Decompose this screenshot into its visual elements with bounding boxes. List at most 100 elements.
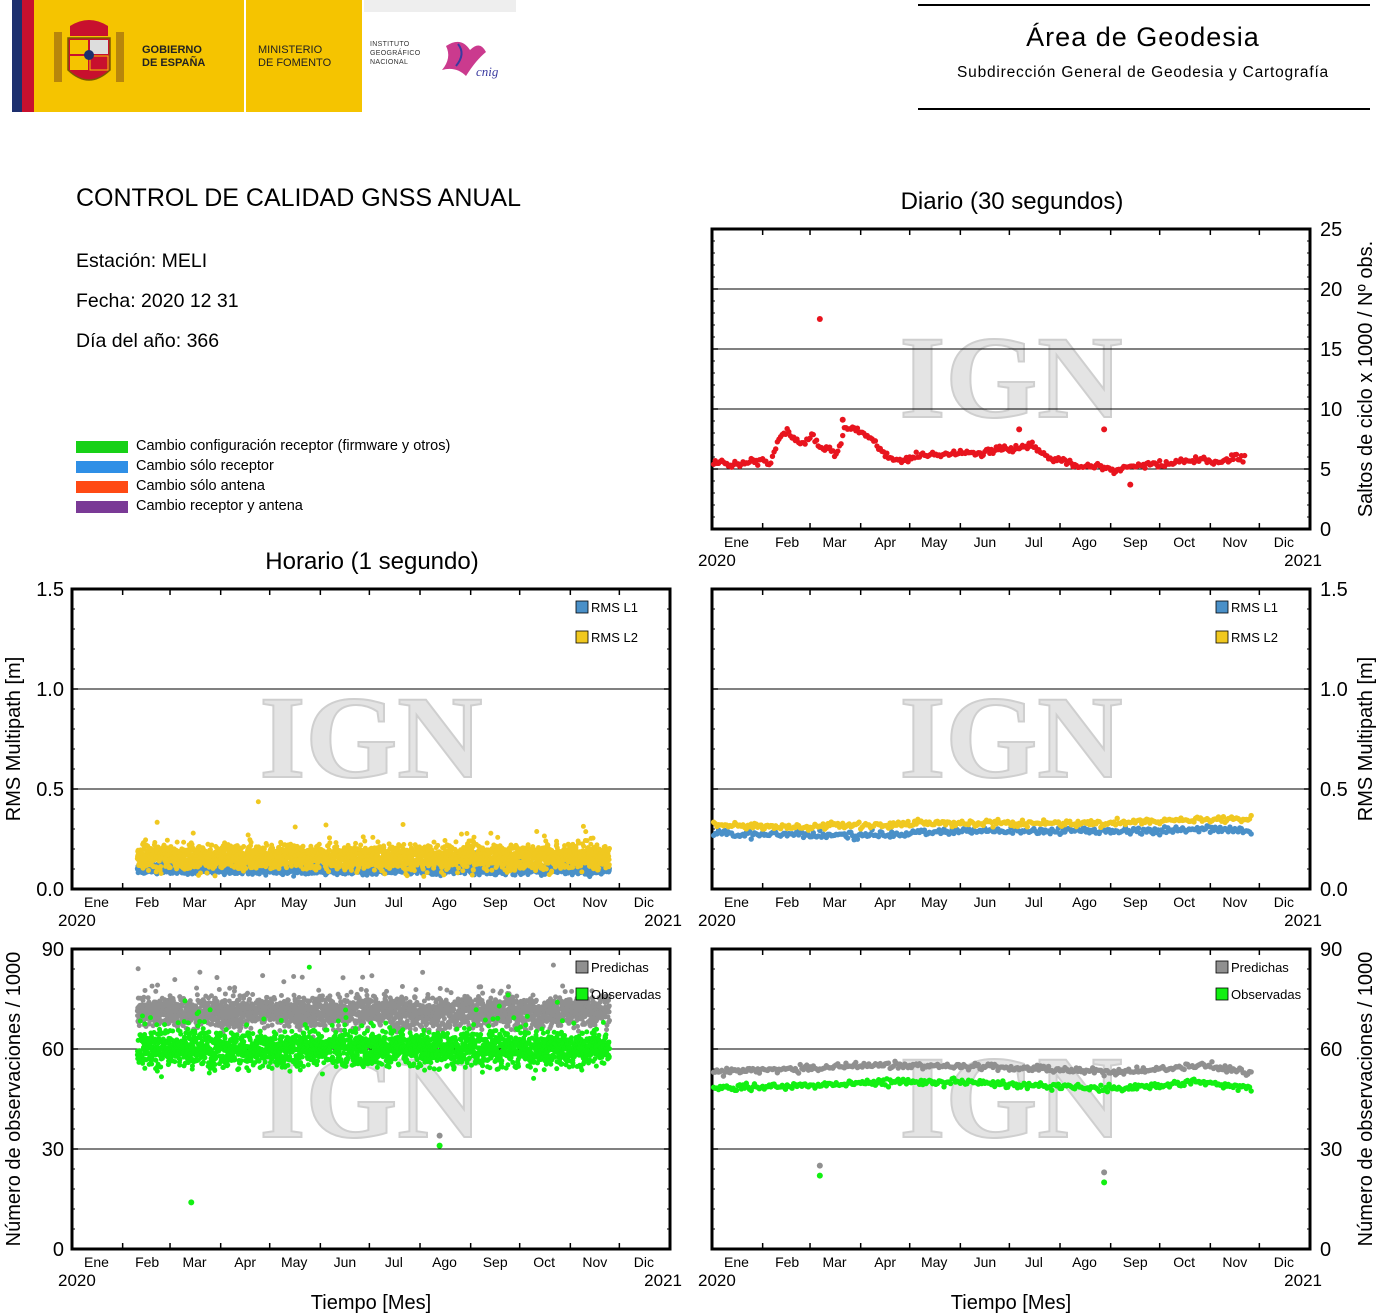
- data-point-rms-l2: [300, 843, 306, 849]
- data-point-rms-l2: [382, 871, 388, 877]
- data-point-rms-l2: [441, 872, 447, 878]
- cnig-logo-icon: cnig: [442, 41, 499, 79]
- station-label: Estación: MELI: [76, 250, 208, 272]
- data-point-outlier: [1101, 426, 1108, 433]
- data-point-outlier: [1016, 426, 1023, 433]
- x-tick-label: Mar: [822, 534, 846, 550]
- legend-swatch: [76, 501, 128, 513]
- data-point-rms-l2: [146, 867, 152, 873]
- data-point-rms-l2: [158, 864, 164, 870]
- data-point-rms-l2: [470, 867, 476, 873]
- data-point-series: [786, 429, 792, 435]
- chart-panel-saltos_diario: IGN: [710, 227, 1312, 531]
- data-point-rms-l2: [326, 869, 332, 875]
- x-tick-label: Apr: [874, 534, 896, 550]
- y-tick-label: 10: [1320, 399, 1342, 421]
- data-point-rms-l2: [375, 839, 381, 845]
- data-point-rms-l2: [316, 841, 322, 847]
- x-tick-label: Nov: [1222, 534, 1247, 550]
- y-tick-label: 15: [1320, 339, 1342, 361]
- data-point-series: [1156, 458, 1163, 464]
- chart-title-diario: Diario (30 segundos): [900, 188, 1124, 215]
- header-rule-bottom: [918, 108, 1370, 110]
- data-point-series: [769, 453, 776, 460]
- x-tick-label: Oct: [1173, 534, 1195, 550]
- data-point-rms-l2: [420, 866, 426, 872]
- data-point-rms-l2: [174, 839, 180, 845]
- data-point-rms-l2: [154, 819, 160, 825]
- gobierno-text: GOBIERNO DE ESPAÑA: [142, 44, 206, 69]
- data-point-outlier: [839, 416, 846, 423]
- data-point-rms-l2: [181, 839, 187, 845]
- data-point-rms-l2: [143, 837, 149, 843]
- legend-label: Cambio sólo receptor: [136, 458, 274, 474]
- data-point-series: [872, 438, 879, 444]
- data-point-series: [807, 435, 813, 441]
- header-rule-top: [918, 4, 1370, 6]
- data-point-series: [813, 437, 820, 443]
- data-point-series: [835, 448, 841, 454]
- data-point-rms-l2: [435, 842, 441, 848]
- report-title: CONTROL DE CALIDAD GNSS ANUAL: [76, 184, 522, 212]
- x-tick-label: Feb: [775, 534, 799, 550]
- watermark-ign: IGN: [260, 672, 483, 803]
- data-point-rms-l2: [284, 865, 290, 871]
- data-point-series: [1142, 465, 1148, 471]
- data-point-series: [768, 460, 774, 466]
- data-point-rms-l2: [152, 839, 158, 845]
- flag-stripe-red: [22, 0, 34, 112]
- data-point-rms-l2: [164, 837, 170, 843]
- data-point-rms-l2: [243, 865, 249, 871]
- legend-label: Cambio receptor y antena: [136, 498, 303, 514]
- data-point-rms-l2: [212, 873, 218, 879]
- data-point-rms-l2: [458, 831, 464, 837]
- data-point-rms-l2: [453, 839, 459, 845]
- data-point-rms-l2: [362, 838, 368, 844]
- data-point-series: [773, 446, 779, 452]
- flag-stripe-blue: [12, 0, 22, 112]
- y-tick-label: 20: [1320, 279, 1342, 301]
- legend-swatch: [76, 441, 128, 453]
- data-point-series: [1240, 459, 1246, 465]
- data-point-rms-l2: [404, 873, 410, 879]
- data-point-rms-l2: [292, 824, 298, 830]
- data-point-series: [884, 450, 890, 456]
- data-point-rms-l2: [455, 870, 461, 876]
- plot-frame: [710, 227, 1312, 531]
- date-label: Fecha: 2020 12 31: [76, 290, 239, 312]
- data-point-series: [1241, 452, 1248, 459]
- data-point-rms-l2: [245, 832, 251, 838]
- data-point-rms-l2: [323, 822, 329, 828]
- data-point-rms-l2: [204, 870, 210, 876]
- x-year-start: 2020: [698, 551, 736, 570]
- data-point-series: [810, 431, 817, 438]
- data-point-rms-l2: [534, 828, 540, 834]
- instituto-text: INSTITUTO GEOGRÁFICO NACIONAL: [370, 41, 421, 66]
- chart-title-horario: Horario (1 segundo): [265, 548, 479, 575]
- data-point-series: [755, 462, 761, 468]
- data-point-series: [826, 444, 833, 450]
- legend-swatch: [76, 481, 128, 493]
- chart-panel-rms_horario: IGN: [70, 587, 672, 891]
- data-point-series: [854, 425, 861, 431]
- data-point-rms-l2: [197, 870, 203, 876]
- data-point-rms-l2: [442, 837, 448, 843]
- watermark-ign: IGN: [900, 312, 1123, 443]
- data-point-rms-l2: [411, 868, 417, 874]
- data-point-rms-l2: [358, 842, 364, 848]
- legend-label: Cambio sólo antena: [136, 478, 265, 494]
- data-point-rms-l2: [424, 870, 430, 876]
- data-point-rms-l2: [471, 834, 477, 840]
- legend-label: Cambio configuración receptor (firmware …: [136, 438, 451, 454]
- x-tick-label: Jul: [1025, 534, 1043, 550]
- data-point-series: [838, 441, 844, 447]
- doy-label: Día del año: 366: [76, 330, 220, 352]
- x-tick-label: May: [921, 534, 947, 550]
- area-subtitle: Subdirección General de Geodesia y Carto…: [957, 64, 1329, 81]
- data-point-rms-l2: [326, 835, 332, 841]
- instituto-logo: [364, 0, 516, 112]
- x-tick-label: Ene: [724, 534, 749, 550]
- data-point-rms-l2: [316, 865, 322, 871]
- data-point-rms-l2: [400, 821, 406, 827]
